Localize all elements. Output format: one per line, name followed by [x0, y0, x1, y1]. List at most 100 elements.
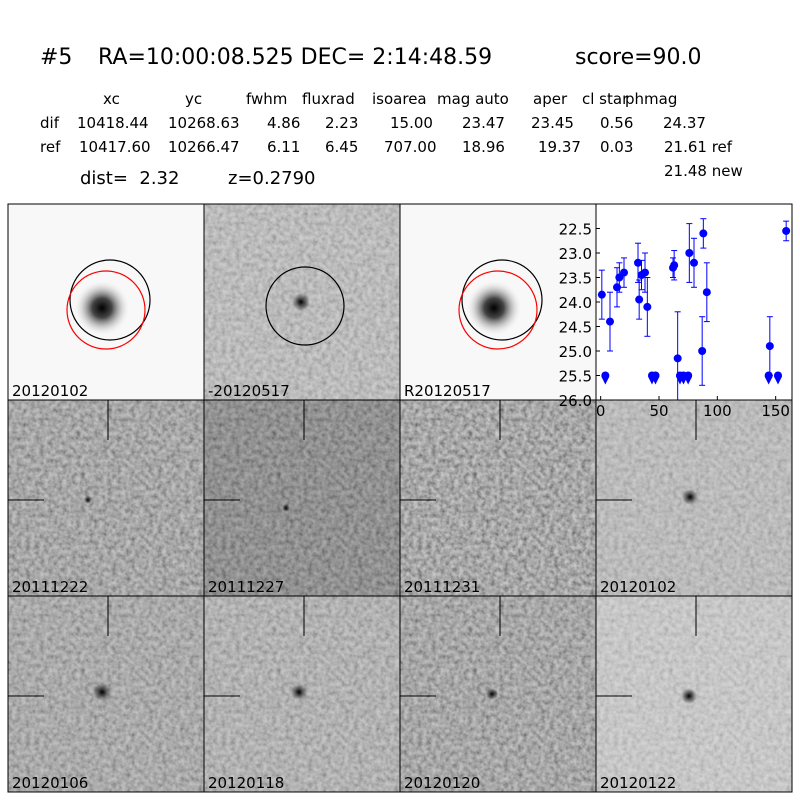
image-panel: -20120517: [203, 203, 401, 401]
limit-point: [651, 371, 660, 380]
image-panel: 20111227: [203, 399, 401, 597]
panel-label: 20120102: [600, 578, 676, 596]
panel-label: R20120517: [404, 382, 491, 400]
image-panel: R20120517: [399, 203, 597, 401]
y-tick-label: 25.0: [559, 343, 592, 361]
source-dot: [681, 688, 697, 704]
source-dot: [486, 688, 498, 700]
data-point: [765, 342, 774, 351]
table-cell: 10266.47: [168, 138, 240, 156]
circle-marker: [461, 259, 543, 341]
image-panel: 20120122: [595, 595, 793, 793]
table-cell: 0.56: [600, 114, 633, 132]
table-cell: 6.45: [325, 138, 358, 156]
source-dot: [291, 684, 307, 700]
y-tick-label: 24.5: [559, 319, 592, 337]
data-point: [641, 268, 649, 277]
data-point: [699, 229, 708, 238]
y-tick-label: 26.0: [559, 392, 592, 410]
panel-label: -20120517: [208, 382, 290, 400]
image-panel: 20120106: [7, 595, 205, 793]
redshift: z=0.2790: [228, 168, 316, 189]
x-tick-label: 50: [649, 402, 668, 420]
source-dot: [292, 293, 310, 311]
table-cell: 6.11: [267, 138, 300, 156]
panel-noise: [204, 400, 400, 596]
image-panel: 20111231: [399, 399, 597, 597]
panel-label: 20120118: [208, 774, 284, 792]
panel-border: [595, 595, 793, 793]
new-mag: 21.48 new: [664, 162, 743, 180]
data-point: [635, 295, 644, 304]
panel-noise: [400, 400, 596, 596]
object-id: #5: [40, 45, 72, 70]
y-tick-label: 22.5: [559, 221, 592, 239]
column-header: fluxrad: [302, 90, 355, 108]
column-header: isoarea: [372, 90, 427, 108]
circle-marker: [69, 259, 151, 341]
plot-border: [595, 203, 793, 401]
table-cell: 18.96: [462, 138, 505, 156]
column-header: yc: [185, 90, 202, 108]
table-cell: 24.37: [663, 114, 706, 132]
table-cell: 707.00: [384, 138, 437, 156]
y-tick-label: 24.0: [559, 294, 592, 312]
table-cell: 10268.63: [168, 114, 240, 132]
circle-marker: [458, 270, 538, 350]
data-point: [690, 258, 698, 267]
limit-point: [764, 371, 773, 380]
column-header: aper: [533, 90, 568, 108]
data-point: [782, 226, 791, 235]
table-cell: dif: [40, 114, 60, 132]
column-header: xc: [103, 90, 120, 108]
x-tick-label: 100: [703, 402, 732, 420]
table-cell: 15.00: [390, 114, 433, 132]
table-cell: 10418.44: [77, 114, 149, 132]
source-dot: [84, 496, 92, 504]
source-blob: [74, 280, 130, 336]
data-point: [597, 290, 606, 299]
table-cell: ref: [40, 138, 61, 156]
panel-label: 20111227: [208, 578, 284, 596]
data-point: [698, 347, 707, 355]
limit-point: [684, 371, 693, 380]
data-point: [670, 261, 679, 270]
source-dot: [682, 489, 698, 505]
distance: dist= 2.32: [80, 168, 179, 189]
y-tick-label: 23.5: [559, 270, 592, 288]
coordinates: RA=10:00:08.525 DEC= 2:14:48.59: [98, 45, 492, 70]
panel-noise: [8, 400, 204, 596]
column-header: mag auto: [437, 90, 509, 108]
panel-label: 20120102: [12, 382, 88, 400]
panel-label: 20120106: [12, 774, 88, 792]
data-point: [702, 288, 711, 297]
table-cell: 10417.60: [79, 138, 151, 156]
image-panel: 20120102: [7, 203, 205, 401]
column-header: cl star: [582, 90, 629, 108]
y-tick-label: 23.0: [559, 245, 592, 263]
table-cell: 19.37: [538, 138, 581, 156]
limit-point: [601, 371, 610, 380]
limit-point: [774, 371, 782, 380]
image-panel: 20120120: [399, 595, 597, 793]
table-cell: 23.47: [462, 114, 505, 132]
column-header: fwhm: [246, 90, 287, 108]
source-dot: [282, 504, 290, 512]
data-point: [673, 354, 682, 363]
table-cell: 4.86: [267, 114, 300, 132]
table-cell: 2.23: [325, 114, 358, 132]
plot-area: [597, 218, 791, 400]
x-tick-label: 150: [761, 402, 790, 420]
x-tick-label: 0: [596, 402, 606, 420]
plot-background: [596, 204, 792, 400]
data-point: [643, 302, 652, 311]
data-point: [620, 268, 628, 277]
panel-label: 20111222: [12, 578, 88, 596]
data-point: [685, 249, 694, 257]
circle-marker: [265, 266, 345, 346]
data-point: [606, 317, 614, 326]
circle-marker: [66, 270, 146, 350]
source-dot: [93, 683, 111, 701]
